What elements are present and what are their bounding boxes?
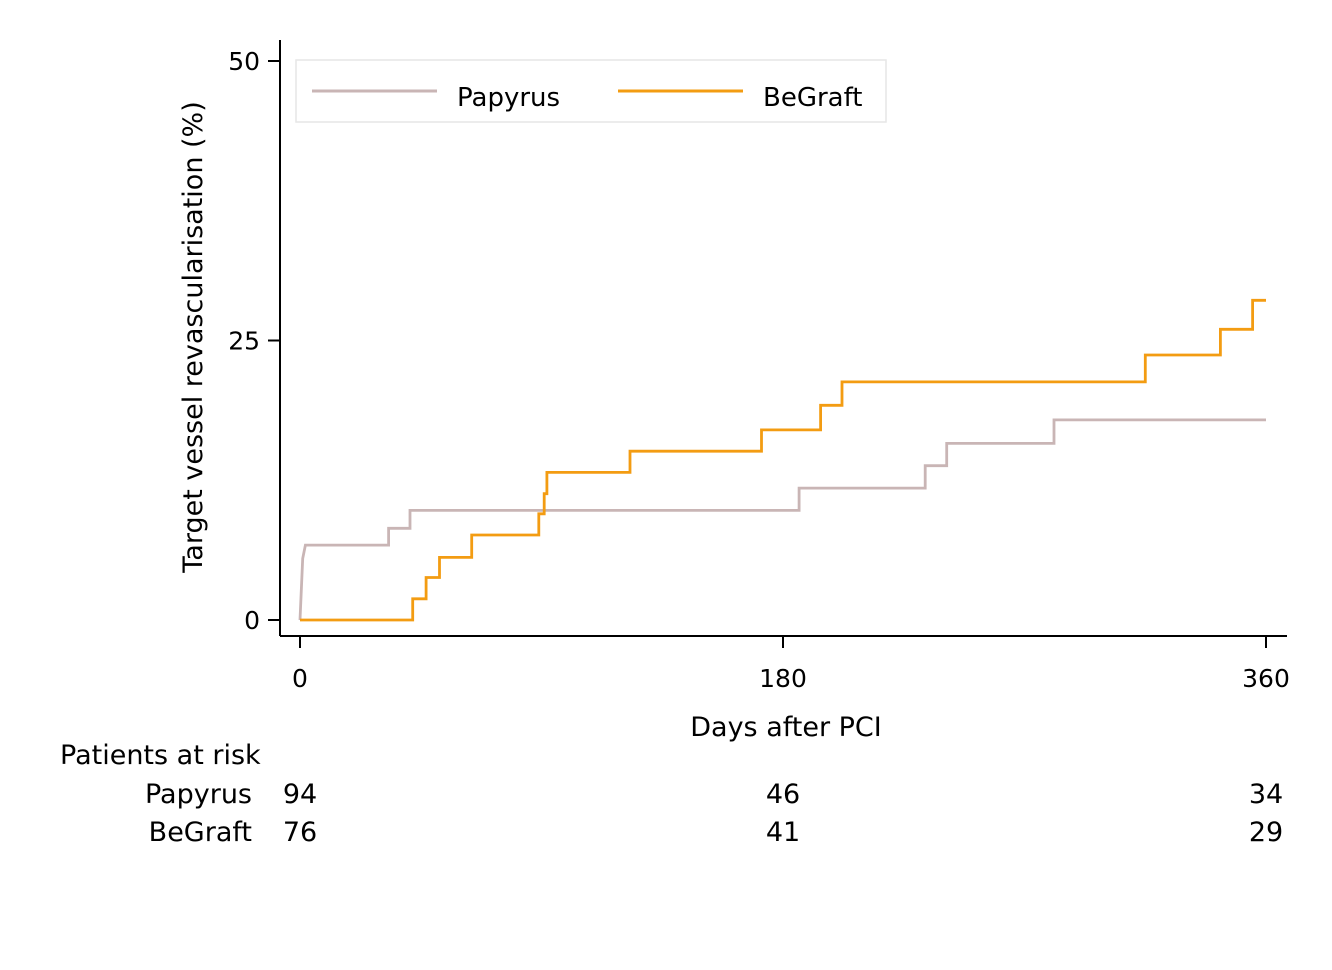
legend-label-begraft: BeGraft [763, 83, 863, 113]
y-axis-title: Target vessel revascularisation (%) [178, 101, 209, 574]
risk-value-papyrus-180: 46 [766, 779, 800, 810]
y-ticks: 0 25 50 [228, 47, 280, 635]
series-line-begraft [300, 298, 1266, 622]
risk-value-begraft-0: 76 [283, 817, 317, 848]
x-ticks: 0 180 360 [292, 636, 1290, 693]
y-tick-label-50: 50 [228, 47, 260, 76]
risk-table: Patients at risk Papyrus 94 46 34 BeGraf… [60, 740, 1283, 848]
legend: Papyrus BeGraft [295, 59, 887, 123]
risk-value-begraft-180: 41 [766, 817, 800, 848]
x-tick-label-0: 0 [292, 664, 308, 693]
risk-row-label-begraft: BeGraft [149, 817, 252, 848]
risk-row-label-papyrus: Papyrus [145, 779, 252, 810]
series-line-papyrus [298, 418, 1266, 621]
risk-value-begraft-360: 29 [1249, 817, 1283, 848]
risk-table-title: Patients at risk [60, 740, 261, 771]
y-tick-label-25: 25 [228, 327, 260, 356]
series-layer [298, 298, 1266, 622]
risk-value-papyrus-0: 94 [283, 779, 317, 810]
x-tick-label-180: 180 [759, 664, 807, 693]
x-tick-label-360: 360 [1242, 664, 1290, 693]
risk-value-papyrus-360: 34 [1249, 779, 1283, 810]
x-axis-title: Days after PCI [690, 712, 882, 743]
legend-label-papyrus: Papyrus [457, 83, 560, 113]
y-tick-label-0: 0 [244, 606, 260, 635]
